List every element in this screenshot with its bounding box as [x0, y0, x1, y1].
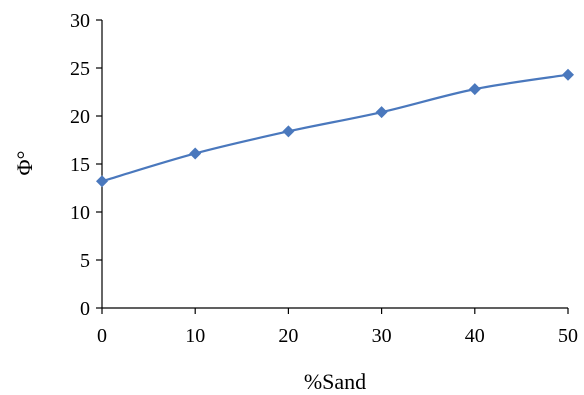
- x-tick-label: 20: [278, 325, 298, 347]
- y-tick-label: 0: [80, 298, 90, 320]
- y-tick-label: 30: [70, 10, 90, 32]
- x-tick-label: 50: [558, 325, 578, 347]
- x-axis-title: %Sand: [304, 369, 366, 394]
- data-point-marker: [282, 125, 295, 138]
- x-tick-label: 40: [465, 325, 485, 347]
- y-tick-label: 25: [70, 58, 90, 80]
- x-tick-label: 30: [372, 325, 392, 347]
- chart-ticks: 0 5 10 15 20 25 30 0 10 20 30 40 50: [70, 10, 578, 347]
- series-line: [101, 73, 569, 183]
- data-point-marker: [375, 106, 388, 119]
- x-tick-label: 10: [185, 325, 205, 347]
- data-point-marker: [562, 68, 574, 81]
- data-point-marker: [96, 175, 108, 188]
- data-point-marker: [468, 83, 481, 96]
- y-tick-label: 5: [80, 250, 90, 272]
- data-point-marker: [189, 147, 202, 160]
- y-tick-label: 10: [70, 202, 90, 224]
- x-tick-label: 0: [97, 325, 107, 347]
- chart-series: [96, 68, 574, 188]
- y-axis-title: Φ°: [12, 151, 37, 176]
- y-tick-label: 15: [70, 154, 90, 176]
- chart-axes: [101, 20, 568, 309]
- y-tick-label: 20: [70, 106, 90, 128]
